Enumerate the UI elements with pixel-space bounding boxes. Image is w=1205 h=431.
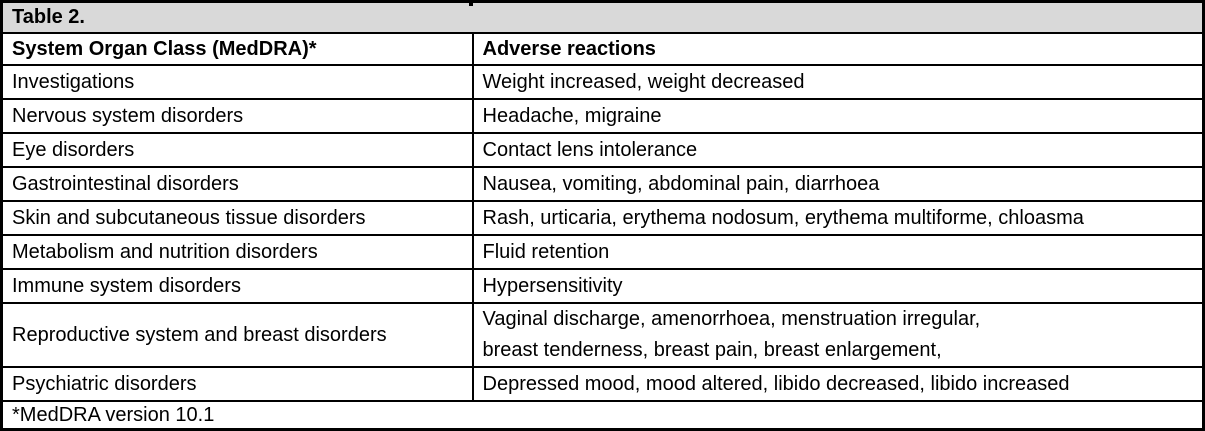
soc-cell: Gastrointestinal disorders: [0, 166, 474, 202]
soc-cell: Eye disorders: [0, 132, 474, 168]
column-header-row: System Organ Class (MedDRA)* Adverse rea…: [0, 32, 1205, 66]
soc-cell: Immune system disorders: [0, 268, 474, 304]
column-header-soc: System Organ Class (MedDRA)*: [0, 32, 474, 66]
table-row: Immune system disorders Hypersensitivity: [0, 268, 1205, 304]
soc-cell: Metabolism and nutrition disorders: [0, 234, 474, 270]
crop-artifact-divider-tick: [469, 0, 473, 6]
column-header-reactions: Adverse reactions: [471, 32, 1205, 66]
table-footnote: *MedDRA version 10.1: [0, 400, 1205, 431]
reactions-cell: Hypersensitivity: [471, 268, 1205, 304]
soc-cell: Nervous system disorders: [0, 98, 474, 134]
table-row: Psychiatric disorders Depressed mood, mo…: [0, 366, 1205, 402]
table-row: Investigations Weight increased, weight …: [0, 64, 1205, 100]
footnote-row: *MedDRA version 10.1: [0, 400, 1205, 431]
reactions-cell: Weight increased, weight decreased: [471, 64, 1205, 100]
soc-cell: Psychiatric disorders: [0, 366, 474, 402]
table-row: Nervous system disorders Headache, migra…: [0, 98, 1205, 134]
table-row: Skin and subcutaneous tissue disorders R…: [0, 200, 1205, 236]
reactions-cell: Fluid retention: [471, 234, 1205, 270]
reactions-cell: Nausea, vomiting, abdominal pain, diarrh…: [471, 166, 1205, 202]
reactions-cell: Depressed mood, mood altered, libido dec…: [471, 366, 1205, 402]
table-row: Eye disorders Contact lens intolerance: [0, 132, 1205, 168]
reactions-cell: Vaginal discharge, amenorrhoea, menstrua…: [471, 302, 1205, 368]
table-row: Metabolism and nutrition disorders Fluid…: [0, 234, 1205, 270]
soc-cell: Reproductive system and breast disorders: [0, 302, 474, 368]
soc-cell: Skin and subcutaneous tissue disorders: [0, 200, 474, 236]
reactions-cell: Rash, urticaria, erythema nodosum, eryth…: [471, 200, 1205, 236]
table-body: Investigations Weight increased, weight …: [0, 64, 1205, 402]
reactions-cell: Contact lens intolerance: [471, 132, 1205, 168]
reactions-cell: Headache, migraine: [471, 98, 1205, 134]
table-row: Gastrointestinal disorders Nausea, vomit…: [0, 166, 1205, 202]
table-title: Table 2.: [0, 0, 1205, 34]
table-row: Reproductive system and breast disorders…: [0, 302, 1205, 368]
soc-cell: Investigations: [0, 64, 474, 100]
table-title-row: Table 2.: [0, 0, 1205, 34]
